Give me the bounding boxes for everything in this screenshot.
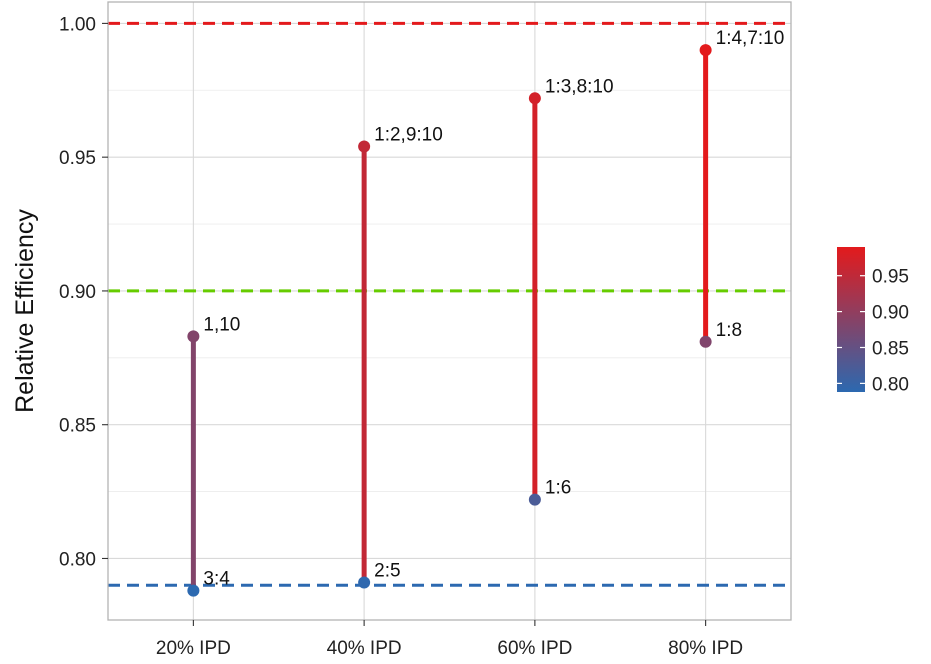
high-point-label: 1:2,9:10 [374,124,443,145]
x-tick-label: 80% IPD [668,638,743,659]
axes: 0.80 0.85 0.90 0.95 1.00 20% IPD 40% IPD 60% IP… [59,14,743,659]
x-tick-label: 40% IPD [327,638,402,659]
dumbbell-segments [187,44,712,597]
y-tick-label: 0.95 [59,148,96,169]
low-point [358,576,371,589]
y-axis-title: Relative Efficiency [11,209,39,413]
low-point-label: 1:8 [716,320,742,341]
high-point [699,44,712,57]
low-point-label: 1:6 [545,478,571,499]
high-point [187,330,200,343]
x-tick-label: 20% IPD [156,638,231,659]
low-point [699,335,712,348]
y-tick-label: 0.90 [59,282,96,303]
colorbar-legend: 0.80 0.85 0.90 0.95 [837,247,909,395]
high-point-label: 1:3,8:10 [545,76,614,97]
high-point [358,140,371,153]
low-point [187,584,200,597]
x-tick-label: 60% IPD [497,638,572,659]
colorbar-tick-label: 0.80 [872,374,909,395]
y-tick-label: 0.80 [59,549,96,570]
y-tick-label: 1.00 [59,14,96,35]
point-labels: 1,10 3:4 1:2,9:10 2:5 1:3,8:10 1:6 1:4,7:10 1:8 [203,28,784,589]
colorbar-tick-label: 0.90 [872,303,909,324]
high-point [528,92,541,105]
high-point-label: 1,10 [203,314,240,335]
low-point-label: 3:4 [203,569,230,590]
y-tick-label: 0.85 [59,416,96,437]
colorbar-tick-label: 0.95 [872,267,909,288]
high-point-label: 1:4,7:10 [716,28,785,49]
colorbar-tick-label: 0.85 [872,338,909,359]
plot-border [107,1,792,621]
plot-panel [108,2,791,620]
low-point-label: 2:5 [374,561,400,582]
low-point [528,493,541,506]
colorbar [837,247,865,392]
